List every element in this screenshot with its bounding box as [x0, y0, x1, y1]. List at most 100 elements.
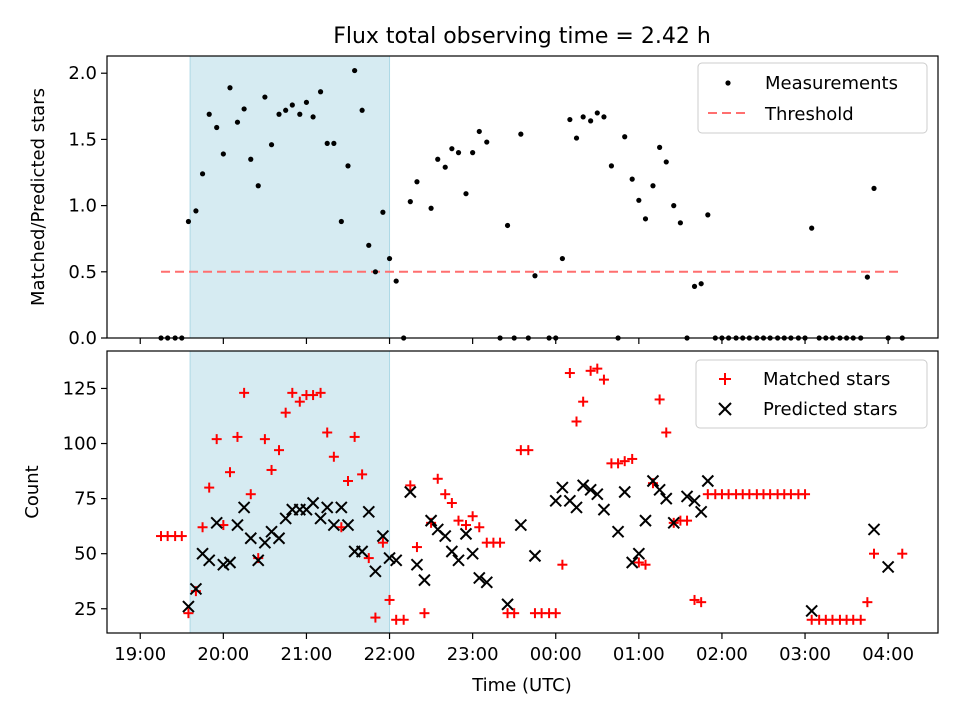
- measurement-point: [642, 216, 649, 222]
- measurement-point: [214, 124, 220, 131]
- measurement-point: [372, 269, 379, 275]
- bottom-panel: 25 50 75 100 125 19:00 20:00 21:00 22:00 23:00 00…: [22, 350, 939, 696]
- matched-point: [204, 482, 215, 493]
- measurement-point: [622, 134, 628, 140]
- matched-point: [328, 451, 339, 462]
- x-tick-label: 00:00: [530, 644, 582, 665]
- measurement-point: [650, 183, 656, 189]
- measurement-point: [338, 218, 344, 225]
- matched-point: [869, 548, 880, 559]
- predicted-point: [639, 514, 652, 527]
- matched-point: [287, 387, 298, 398]
- measurement-point: [663, 159, 669, 165]
- measurement-point: [594, 110, 600, 116]
- matched-point: [363, 553, 374, 564]
- y-tick-label: 0.0: [68, 328, 97, 349]
- measurement-point: [255, 183, 261, 189]
- predicted-point: [362, 505, 375, 519]
- predicted-point: [514, 518, 528, 532]
- matched-point: [446, 498, 457, 509]
- top-panel: 0.00.51.01.52.0 Matched/Predicted stars …: [28, 55, 939, 349]
- predicted-point: [667, 516, 680, 530]
- x-tick-label: 01:00: [613, 644, 665, 665]
- measurement-point: [601, 114, 607, 120]
- measurement-point: [559, 255, 565, 262]
- measurement-point: [484, 139, 490, 145]
- measurement-point: [331, 140, 337, 146]
- bottom-axes-frame: [106, 350, 939, 634]
- predicted-point: [570, 501, 583, 514]
- measurement-point: [289, 102, 295, 108]
- x-tick-label: 21:00: [281, 644, 333, 665]
- predicted-point: [625, 556, 639, 569]
- measurement-point: [705, 212, 711, 218]
- bottom-ylabel: Count: [22, 465, 43, 518]
- matched-point: [315, 387, 326, 398]
- predicted-point: [189, 582, 203, 596]
- bottom-highlight-span: [189, 350, 391, 634]
- predicted-point: [466, 547, 479, 560]
- predicted-point: [279, 512, 292, 525]
- top-legend: Measurements Threshold: [697, 62, 928, 134]
- predicted-point: [680, 490, 694, 503]
- predicted-point: [688, 494, 701, 508]
- legend-predicted: Predicted stars: [763, 399, 897, 420]
- predicted-point: [452, 554, 465, 567]
- measurement-point: [262, 94, 268, 100]
- predicted-point: [244, 532, 257, 545]
- y-tick-label: 125: [63, 378, 97, 399]
- predicted-point: [618, 485, 631, 499]
- x-tick-label: 03:00: [779, 644, 831, 665]
- measurement-point: [691, 283, 698, 289]
- measurement-point: [809, 225, 815, 231]
- measurement-point: [407, 199, 413, 205]
- measurement-point: [449, 146, 455, 152]
- predicted-point: [501, 598, 514, 611]
- measurement-point: [428, 205, 434, 211]
- measurement-point: [455, 150, 462, 156]
- matched-point: [550, 608, 561, 619]
- measurement-point: [234, 119, 241, 125]
- y-tick-label: 1.0: [68, 196, 97, 217]
- y-tick-label: 25: [74, 599, 97, 620]
- measurement-point: [303, 99, 310, 105]
- measurement-point: [386, 255, 393, 262]
- measurement-point: [588, 118, 594, 124]
- predicted-legend-marker: [718, 402, 732, 416]
- matched-point: [654, 394, 665, 405]
- matched-point: [308, 390, 319, 401]
- matched-point: [280, 407, 291, 418]
- predicted-point: [473, 571, 486, 585]
- predicted-point: [576, 479, 590, 492]
- measurement-point: [573, 135, 580, 141]
- matched-point: [357, 469, 368, 480]
- matched-point: [578, 396, 589, 407]
- predicted-point: [306, 496, 320, 510]
- predicted-point: [327, 518, 341, 532]
- matched-point: [585, 365, 596, 376]
- matched-point: [682, 515, 693, 526]
- top-legend-box: [697, 62, 928, 134]
- matched-legend-marker: [719, 373, 731, 385]
- matched-point: [689, 594, 700, 605]
- matched-point: [384, 594, 395, 605]
- matched-point: [523, 445, 534, 456]
- predicted-point: [611, 525, 625, 538]
- measurement-point: [393, 278, 399, 284]
- predicted-point: [376, 529, 390, 543]
- top-x-ticks: [139, 338, 889, 344]
- matched-point: [349, 431, 360, 442]
- x-tick-label: 22:00: [364, 644, 416, 665]
- predicted-point: [321, 501, 334, 514]
- measurement-point: [380, 209, 386, 215]
- measurement-point: [220, 151, 226, 157]
- matched-point: [633, 557, 644, 568]
- predicted-point: [439, 529, 452, 543]
- predicted-point: [459, 527, 473, 541]
- matched-point: [661, 427, 672, 438]
- y-tick-label: 2.0: [68, 63, 97, 84]
- measurement-point: [476, 128, 482, 135]
- measurement-point: [248, 156, 254, 162]
- predicted-point: [369, 565, 382, 578]
- predicted-point: [528, 549, 542, 563]
